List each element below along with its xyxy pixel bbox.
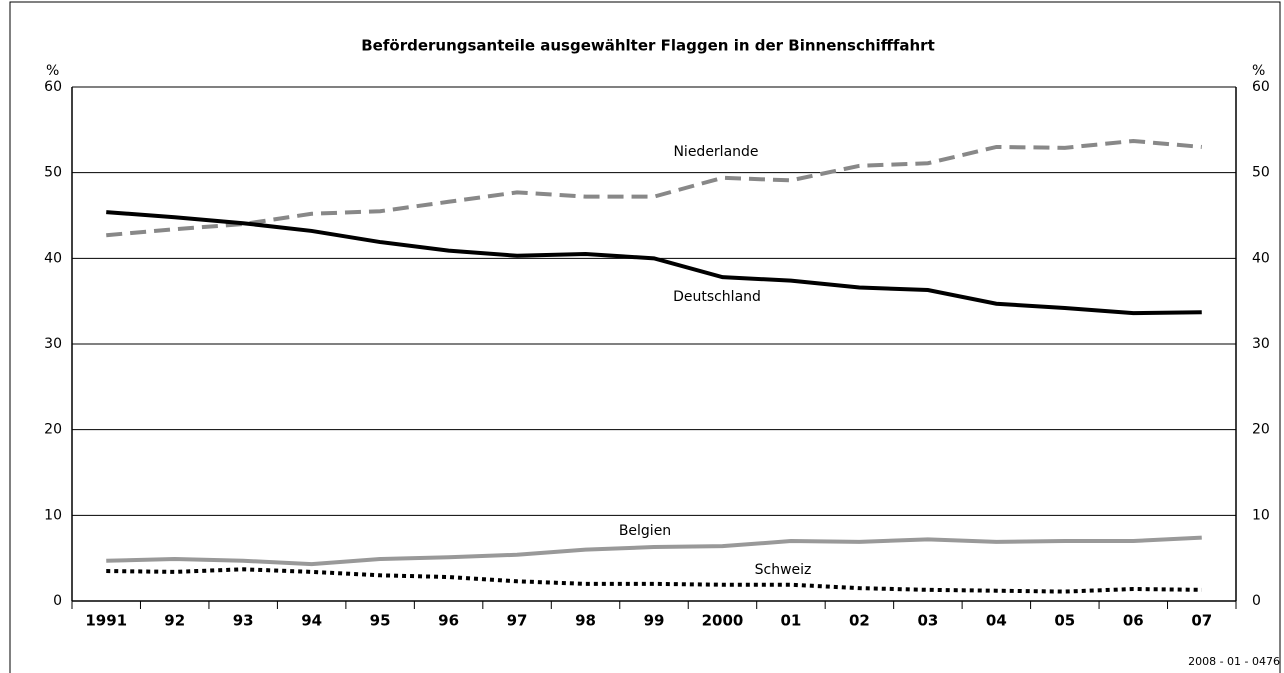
series-line xyxy=(106,567,1202,594)
series-label: Niederlande xyxy=(673,144,758,160)
y2-tick-label: 10 xyxy=(1252,507,1270,523)
series-line xyxy=(106,535,1202,567)
y2-tick-label: 0 xyxy=(1252,593,1261,609)
x-tick-label: 95 xyxy=(370,612,391,630)
y-tick-label: 10 xyxy=(44,507,62,523)
y2-tick-label: 30 xyxy=(1252,336,1270,352)
series-label: Schweiz xyxy=(755,562,812,578)
x-tick-label: 96 xyxy=(438,612,459,630)
y-tick-label: 0 xyxy=(53,593,62,609)
x-tick-label: 2000 xyxy=(702,612,744,630)
x-tick-label: 98 xyxy=(575,612,596,630)
x-tick-label: 01 xyxy=(781,612,802,630)
y2-tick-label: 50 xyxy=(1252,165,1270,181)
series-line xyxy=(106,138,1202,238)
y2-tick-label: 40 xyxy=(1252,250,1270,266)
y-tick-label: 60 xyxy=(44,79,62,95)
x-tick-label: 1991 xyxy=(85,612,127,630)
y2-tick-label: 60 xyxy=(1252,79,1270,95)
y-unit: % xyxy=(46,63,59,79)
x-tick-label: 04 xyxy=(986,612,1007,630)
x-tick-label: 97 xyxy=(507,612,528,630)
y-tick-label: 40 xyxy=(44,250,62,266)
y-tick-label: 20 xyxy=(44,422,62,438)
x-tick-label: 94 xyxy=(301,612,322,630)
x-tick-label: 99 xyxy=(644,612,665,630)
x-tick-label: 07 xyxy=(1191,612,1212,630)
chart-title: Beförderungsanteile ausgewählter Flaggen… xyxy=(361,37,935,55)
frame xyxy=(9,1,1281,673)
x-tick-label: 92 xyxy=(164,612,185,630)
x-tick-label: 05 xyxy=(1054,612,1075,630)
y-tick-label: 30 xyxy=(44,336,62,352)
series-line xyxy=(106,210,1202,316)
x-tick-label: 03 xyxy=(917,612,938,630)
y2-unit: % xyxy=(1252,63,1265,79)
source-code: 2008 - 01 - 0476 xyxy=(1188,655,1280,668)
series-label: Deutschland xyxy=(673,289,761,305)
y2-tick-label: 20 xyxy=(1252,422,1270,438)
x-tick-label: 06 xyxy=(1123,612,1144,630)
series-label: Belgien xyxy=(619,523,671,539)
x-tick-label: 93 xyxy=(233,612,254,630)
x-tick-label: 02 xyxy=(849,612,870,630)
y-tick-label: 50 xyxy=(44,165,62,181)
